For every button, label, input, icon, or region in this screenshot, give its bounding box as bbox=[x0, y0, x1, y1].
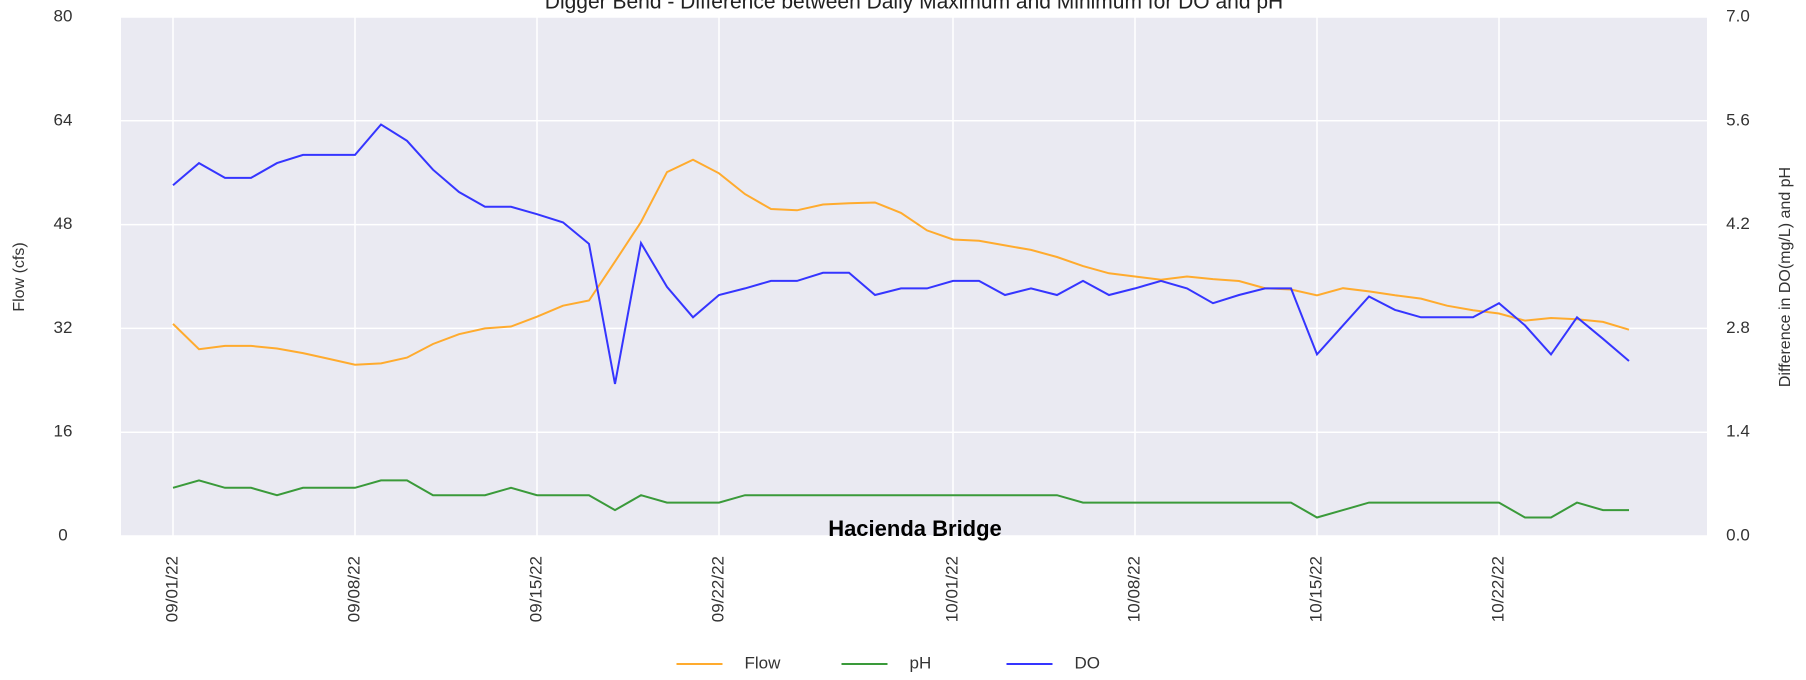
series-line bbox=[172, 158, 1630, 366]
legend-label: pH bbox=[910, 653, 932, 672]
annotation: Hacienda Bridge bbox=[828, 516, 1002, 541]
x-tick-label: 10/01/22 bbox=[942, 556, 961, 622]
x-tick-label: 09/22/22 bbox=[708, 556, 727, 622]
y2-tick-label: 4.2 bbox=[1726, 214, 1750, 233]
y-tick-label: 64 bbox=[54, 110, 73, 129]
y-tick-label: 0 bbox=[58, 525, 67, 544]
x-tick-label: 10/15/22 bbox=[1306, 556, 1325, 622]
x-tick-label: 10/08/22 bbox=[1124, 556, 1143, 622]
y-tick-label: 48 bbox=[54, 214, 73, 233]
y2-tick-label: 0.0 bbox=[1726, 525, 1750, 544]
legend-label: Flow bbox=[745, 653, 782, 672]
series-line bbox=[172, 123, 1630, 385]
grid bbox=[121, 16, 1707, 537]
y2-tick-label: 1.4 bbox=[1726, 422, 1750, 441]
lines bbox=[172, 123, 1630, 519]
y-tick-label: 32 bbox=[54, 318, 73, 337]
series-line bbox=[172, 479, 1629, 519]
y2-tick-label: 5.6 bbox=[1726, 110, 1750, 129]
y2-axis-label: Difference in DO(mg/L) and pH bbox=[1777, 167, 1794, 387]
y2-tick-label: 2.8 bbox=[1726, 318, 1750, 337]
plot-area bbox=[121, 17, 1707, 536]
y-tick-label: 16 bbox=[54, 422, 73, 441]
y2-tick-label: 7.0 bbox=[1726, 6, 1750, 25]
chart-title: Digger Bend - Difference between Daily M… bbox=[545, 0, 1283, 14]
legend-label: DO bbox=[1075, 653, 1101, 672]
x-tick-label: 09/15/22 bbox=[526, 556, 545, 622]
y-axis-label: Flow (cfs) bbox=[11, 242, 28, 311]
y-tick-label: 80 bbox=[54, 6, 73, 25]
x-tick-label: 09/08/22 bbox=[344, 556, 363, 622]
x-tick-label: 09/01/22 bbox=[162, 556, 181, 622]
x-tick-label: 10/22/22 bbox=[1488, 556, 1507, 622]
